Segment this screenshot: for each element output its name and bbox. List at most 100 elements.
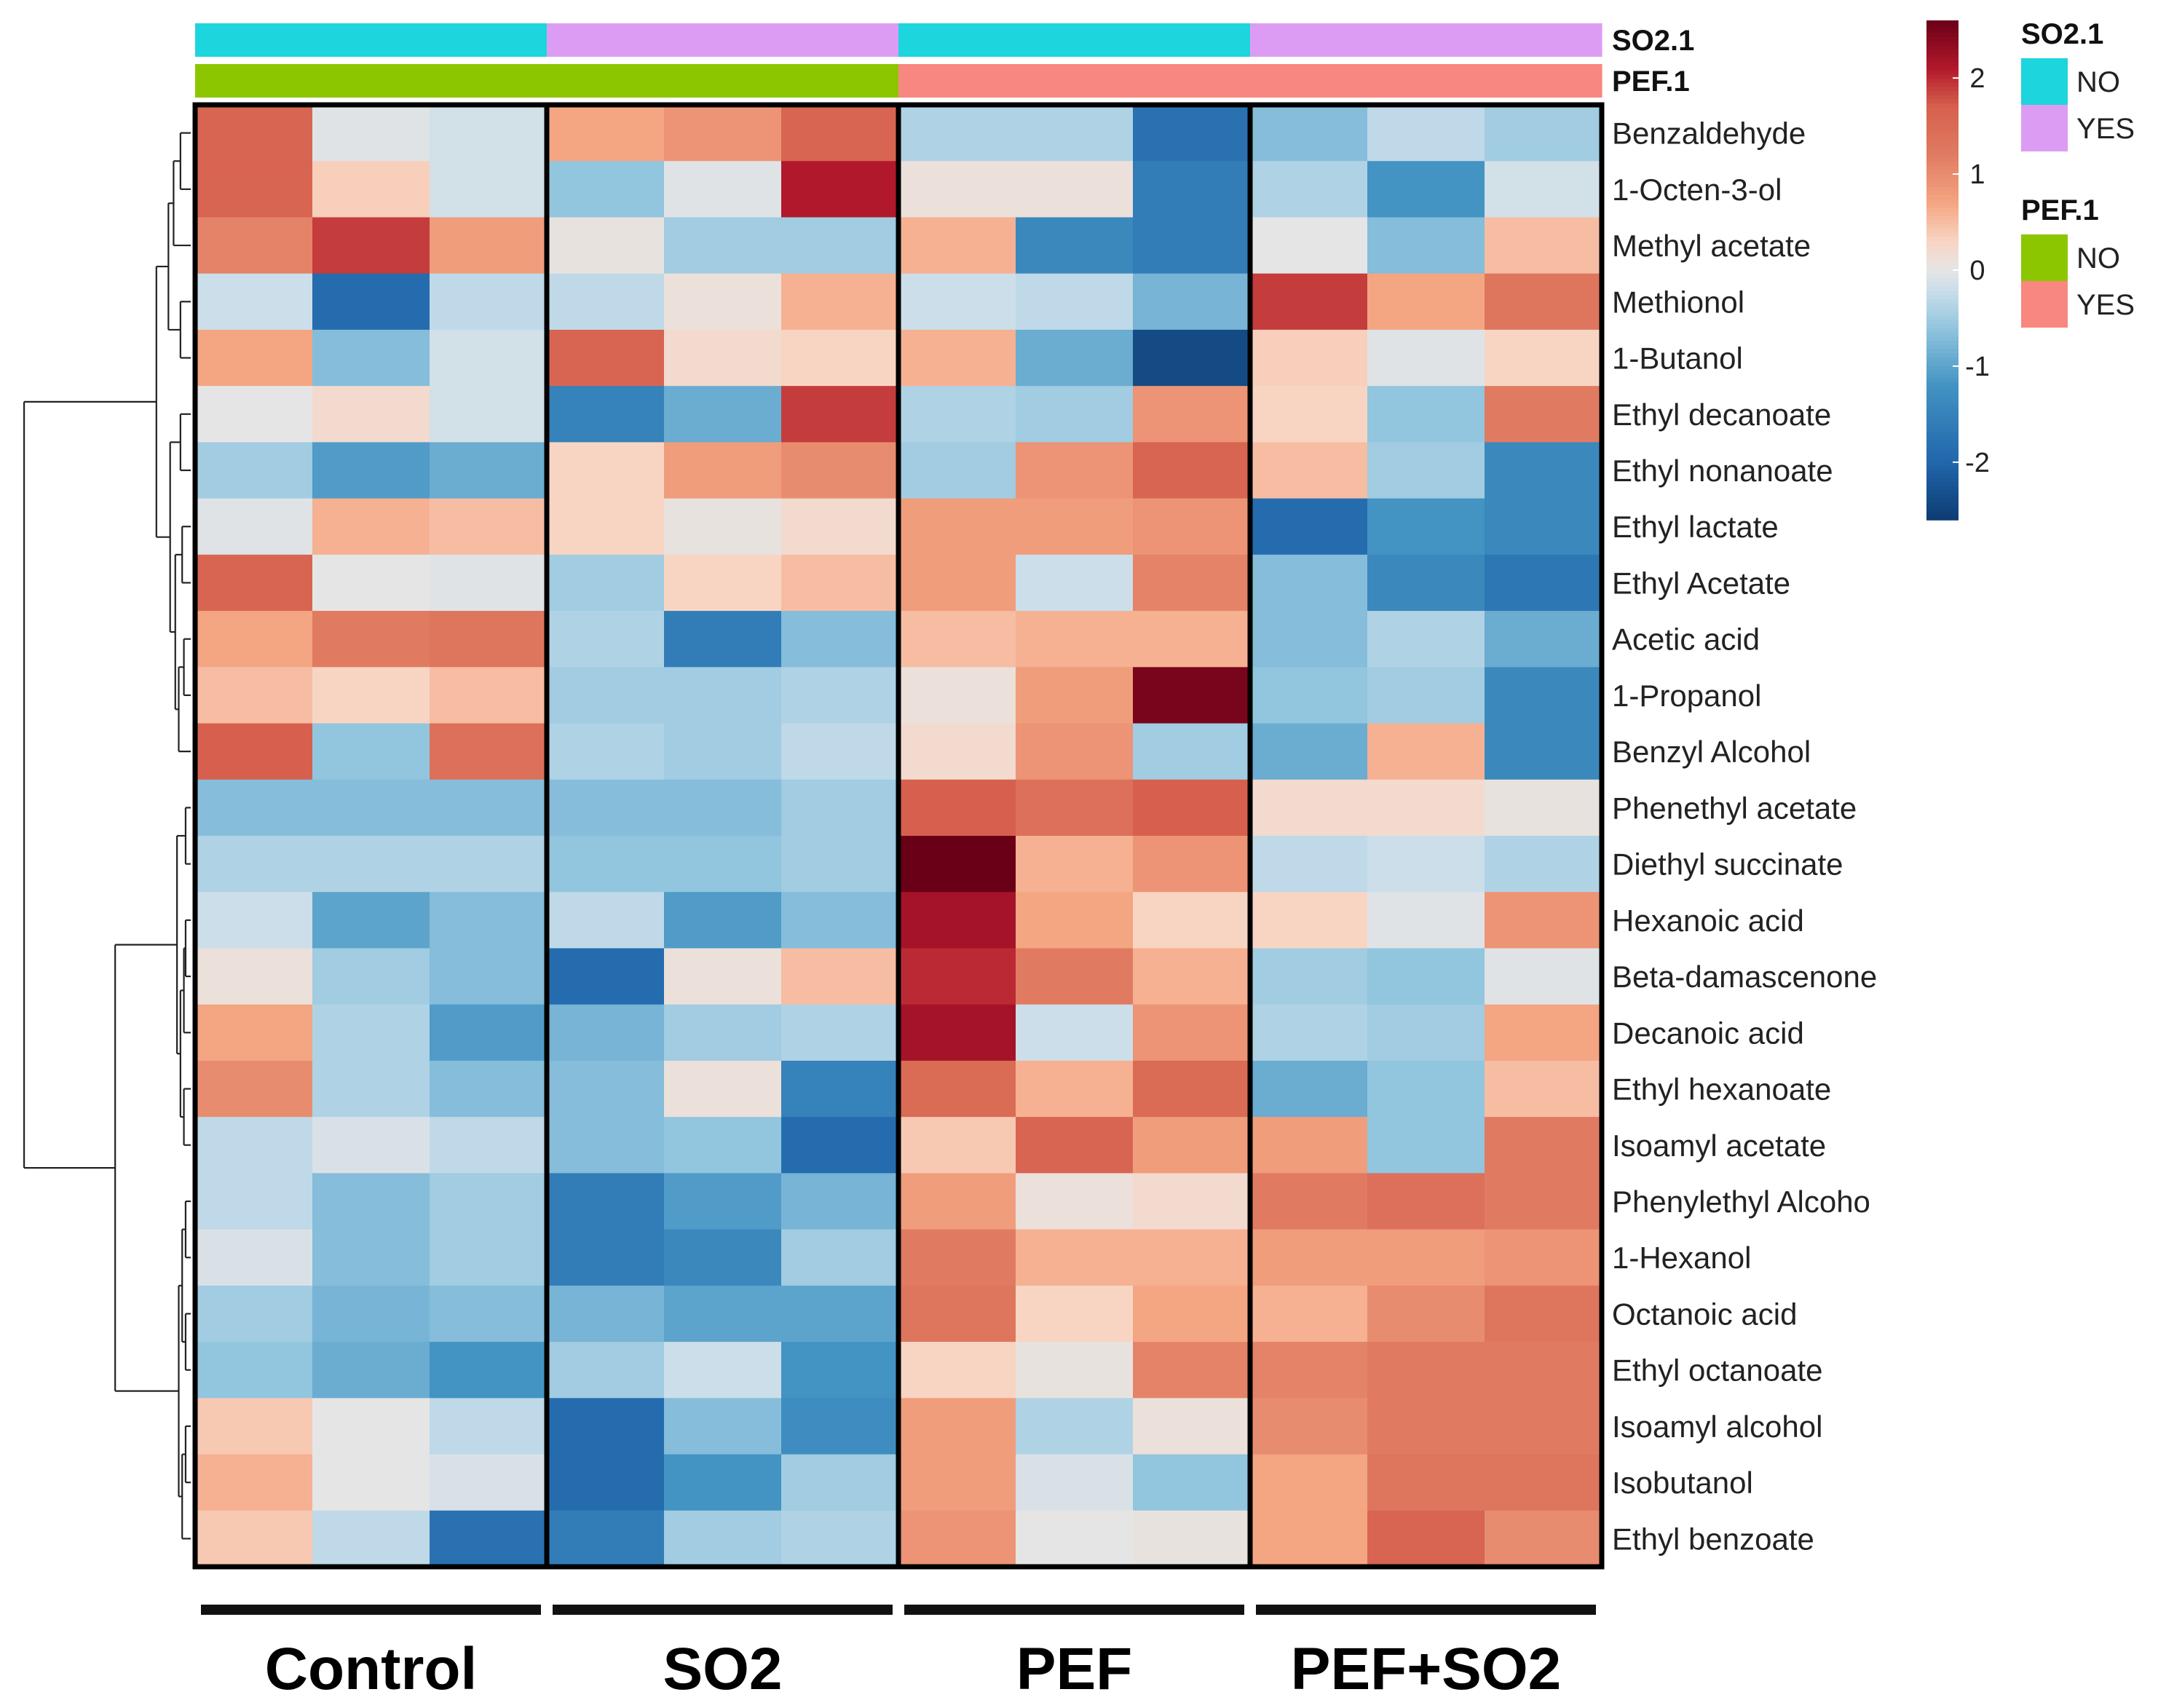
colorbar-segment bbox=[1926, 128, 1959, 134]
heatmap-cell bbox=[781, 723, 899, 780]
colorbar-segment bbox=[1926, 299, 1959, 304]
colorbar-segment bbox=[1926, 191, 1959, 196]
heatmap-cell bbox=[547, 1398, 665, 1455]
colorbar-segment bbox=[1926, 361, 1959, 367]
heatmap-cell bbox=[781, 1285, 899, 1343]
heatmap-cell bbox=[1485, 1229, 1602, 1286]
heatmap-cell bbox=[1016, 554, 1134, 612]
heatmap-cell bbox=[1367, 836, 1485, 893]
heatmap-cell bbox=[1016, 948, 1134, 1005]
heatmap-cell bbox=[1133, 1454, 1251, 1511]
heatmap-cell bbox=[195, 329, 313, 387]
heatmap-cell bbox=[1485, 217, 1602, 274]
heatmap-cell bbox=[430, 217, 548, 274]
heatmap-cell bbox=[1133, 1229, 1251, 1286]
heatmap-cell bbox=[430, 498, 548, 556]
heatmap-cell bbox=[312, 105, 430, 162]
group-border bbox=[1247, 102, 1605, 1570]
heatmap-cell bbox=[547, 1004, 665, 1061]
heatmap-cell bbox=[1133, 836, 1251, 893]
heatmap-cell bbox=[430, 723, 548, 780]
heatmap-cell bbox=[781, 948, 899, 1005]
heatmap-cell bbox=[664, 386, 782, 443]
heatmap-cell bbox=[312, 1454, 430, 1511]
heatmap-cell bbox=[195, 498, 313, 556]
colorbar-segment bbox=[1926, 470, 1959, 475]
heatmap-cell bbox=[781, 1173, 899, 1230]
row-label: 1-Butanol bbox=[1612, 341, 1743, 376]
heatmap-cell bbox=[195, 611, 313, 668]
heatmap-cell bbox=[1485, 723, 1602, 780]
annotation-cell-PEF.1 bbox=[898, 64, 1251, 98]
heatmap-cell bbox=[1016, 1229, 1134, 1286]
colorbar-segment bbox=[1926, 45, 1959, 50]
row-label: Octanoic acid bbox=[1612, 1297, 1797, 1331]
heatmap-cell bbox=[547, 1342, 665, 1399]
heatmap-cell bbox=[430, 667, 548, 724]
heatmap-cell bbox=[430, 1510, 548, 1567]
heatmap-cell bbox=[1133, 386, 1251, 443]
heatmap-cell bbox=[781, 161, 899, 218]
heatmap-cell bbox=[664, 723, 782, 780]
colorbar-tick-label: 1 bbox=[1969, 159, 1985, 190]
heatmap-cell bbox=[312, 1117, 430, 1174]
heatmap-cell bbox=[1016, 1454, 1134, 1511]
colorbar-segment bbox=[1926, 220, 1959, 225]
heatmap-cell bbox=[430, 273, 548, 331]
heatmap-cell bbox=[1367, 1454, 1485, 1511]
heatmap-cell bbox=[664, 892, 782, 949]
heatmap-cell bbox=[664, 1454, 782, 1511]
heatmap-cell bbox=[430, 1454, 548, 1511]
heatmap-cell bbox=[312, 217, 430, 274]
heatmap-cell bbox=[1367, 442, 1485, 499]
colorbar-segment bbox=[1926, 95, 1959, 100]
colorbar-segment bbox=[1926, 70, 1959, 76]
heatmap-cell bbox=[1016, 1342, 1134, 1399]
colorbar-segment bbox=[1926, 237, 1959, 242]
heatmap-cell bbox=[1367, 498, 1485, 556]
colorbar-segment bbox=[1926, 399, 1959, 404]
colorbar-segment bbox=[1926, 295, 1959, 300]
heatmap-cell bbox=[898, 1454, 1016, 1511]
heatmap-cell bbox=[664, 667, 782, 724]
heatmap-cell bbox=[1367, 554, 1485, 612]
heatmap-cell bbox=[1133, 1117, 1251, 1174]
colorbar-segment bbox=[1926, 257, 1959, 263]
legend-title: SO2.1 bbox=[2021, 18, 2103, 50]
heatmap-cell bbox=[430, 1342, 548, 1399]
heatmap-cell bbox=[781, 498, 899, 556]
heatmap-cell bbox=[312, 161, 430, 218]
heatmap-cell bbox=[1016, 1510, 1134, 1567]
colorbar-segment bbox=[1926, 103, 1959, 108]
heatmap-cell bbox=[1250, 779, 1368, 837]
heatmap-cell bbox=[898, 948, 1016, 1005]
heatmap-cell bbox=[430, 105, 548, 162]
heatmap-cell bbox=[1016, 667, 1134, 724]
legend-item-label: NO bbox=[2076, 242, 2120, 274]
colorbar-segment bbox=[1926, 387, 1959, 392]
heatmap-cell bbox=[1367, 1117, 1485, 1174]
heatmap-cell bbox=[547, 1173, 665, 1230]
heatmap-cell bbox=[1016, 1173, 1134, 1230]
heatmap-cell bbox=[1133, 442, 1251, 499]
heatmap-cell bbox=[547, 948, 665, 1005]
heatmap-cell bbox=[781, 1510, 899, 1567]
colorbar-segment bbox=[1926, 249, 1959, 254]
colorbar-segment bbox=[1926, 195, 1959, 200]
heatmap-cell bbox=[195, 386, 313, 443]
heatmap-cell bbox=[1485, 1454, 1602, 1511]
heatmap-cell bbox=[312, 1285, 430, 1343]
colorbar-tick-label: 0 bbox=[1969, 256, 1985, 286]
heatmap-cell bbox=[312, 779, 430, 837]
heatmap-cell bbox=[1133, 217, 1251, 274]
colorbar-tick-label: -2 bbox=[1965, 448, 1990, 478]
heatmap-cell bbox=[898, 105, 1016, 162]
legend-swatch bbox=[2021, 234, 2068, 281]
heatmap-cell bbox=[898, 217, 1016, 274]
heatmap-cell bbox=[1367, 1510, 1485, 1567]
colorbar-tick-label: 2 bbox=[1969, 63, 1985, 94]
heatmap-cell bbox=[1250, 105, 1368, 162]
heatmap-cell bbox=[430, 892, 548, 949]
heatmap-cell bbox=[430, 1004, 548, 1061]
heatmap-cell bbox=[1485, 892, 1602, 949]
